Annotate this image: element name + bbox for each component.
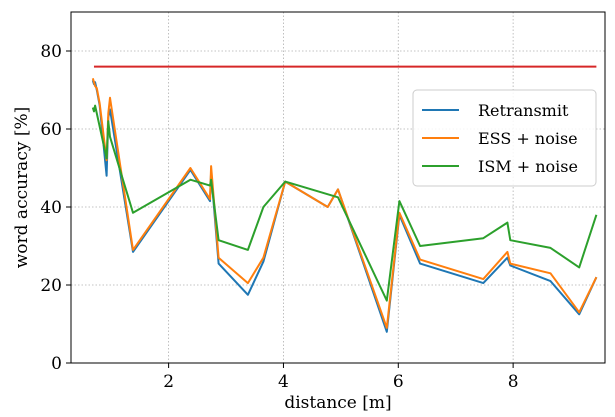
legend: Retransmit ESS + noise ISM + noise (412, 89, 597, 187)
series-line-ess-noise (91, 78, 598, 329)
y-axis-label: word accuracy [%] (12, 107, 32, 269)
y-tick-label: 80 (40, 42, 62, 62)
legend-label-ism-noise: ISM + noise (478, 157, 578, 176)
x-tick-label: 8 (508, 372, 519, 392)
y-tick-label: 60 (40, 120, 62, 140)
x-tick-label: 4 (278, 372, 289, 392)
x-tick-label: 6 (393, 372, 404, 392)
legend-label-ess-noise: ESS + noise (478, 129, 578, 148)
legend-label-retransmit: Retransmit (478, 101, 569, 120)
y-tick-label: 0 (51, 354, 62, 374)
x-axis-label: distance [m] (284, 393, 391, 413)
legend-box (412, 89, 597, 187)
y-tick-label: 40 (40, 198, 62, 218)
series-line-ism-noise (91, 104, 598, 302)
series-layer (91, 78, 598, 333)
plot-frame (70, 11, 606, 364)
y-tick-label: 20 (40, 276, 62, 296)
x-tick-label: 2 (163, 372, 174, 392)
grid (71, 12, 605, 364)
